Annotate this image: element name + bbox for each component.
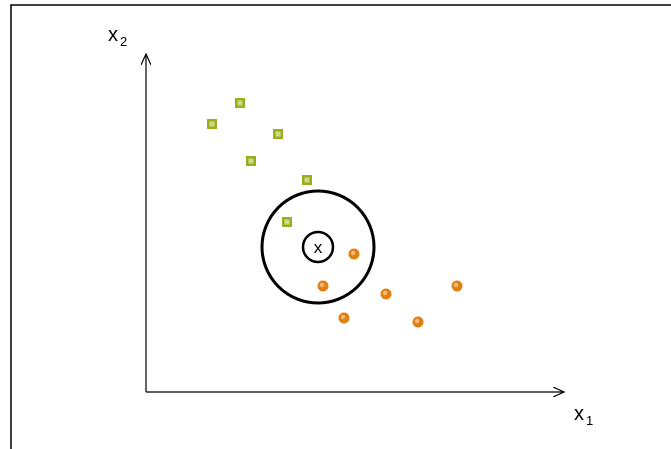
circle-point: [380, 288, 392, 300]
square-point: [235, 98, 245, 108]
x2-axis-subscript: 2: [120, 34, 127, 49]
circle-point: [317, 280, 329, 292]
square-point: [282, 217, 292, 227]
query-point-label: x: [314, 238, 323, 257]
circle-point: [451, 280, 463, 292]
query-point-circle: [301, 230, 335, 264]
square-point: [207, 119, 217, 129]
class-square-points: [207, 98, 312, 227]
x1-axis-subscript: 1: [586, 413, 593, 428]
diagram-frame: [10, 4, 671, 449]
square-point: [273, 129, 283, 139]
circle-point: [338, 312, 350, 324]
square-point: [246, 156, 256, 166]
circle-point: [412, 316, 424, 328]
neighborhood-outer-circle: [260, 189, 376, 305]
class-circle-points: [317, 248, 463, 328]
x1-axis-label: x 1: [574, 403, 593, 428]
square-point: [302, 175, 312, 185]
x2-axis-letter: x: [108, 24, 118, 46]
x2-axis-label: x 2: [108, 24, 127, 49]
x1-axis-letter: x: [574, 403, 584, 425]
circle-point: [348, 248, 360, 260]
